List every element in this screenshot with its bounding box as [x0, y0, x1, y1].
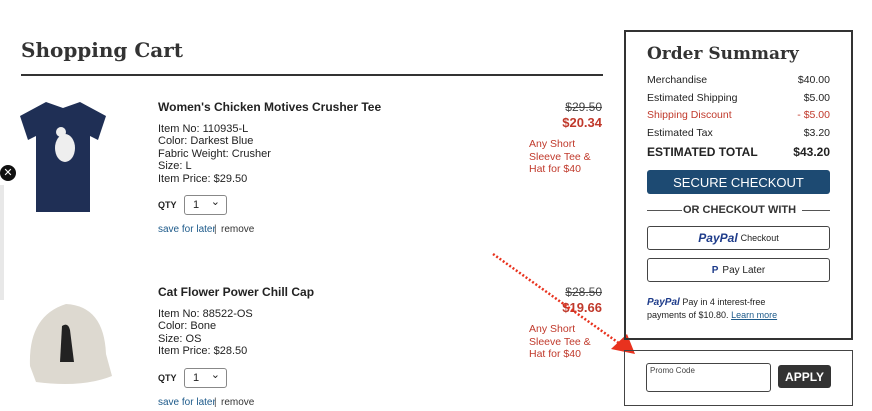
- paypal-logo: PayPal: [698, 231, 738, 245]
- paypal-button[interactable]: PayPal Checkout: [647, 226, 830, 250]
- page-title: Shopping Cart: [21, 38, 184, 62]
- sale-price: $20.34: [562, 115, 602, 130]
- promo-text: Hat for $40: [529, 348, 581, 360]
- promo-text: Any Short: [529, 138, 576, 150]
- save-for-later-link[interactable]: save for later: [158, 224, 216, 235]
- tee-image: [20, 102, 106, 212]
- title-rule: [21, 74, 603, 76]
- item-detail: Item No: 88522-OS: [158, 308, 253, 320]
- secure-checkout-button[interactable]: SECURE CHECKOUT: [647, 170, 830, 194]
- paypal-logo: PayPal: [647, 297, 680, 308]
- original-price: $29.50: [565, 100, 602, 114]
- close-button[interactable]: ✕: [0, 165, 16, 181]
- item-name: Cat Flower Power Chill Cap: [158, 285, 315, 299]
- pay-later-text: Pay Later: [722, 264, 766, 276]
- annotation-arrow: [492, 252, 635, 354]
- item-name: Women's Chicken Motives Crusher Tee: [158, 100, 382, 114]
- promo-text: Sleeve Tee &: [529, 150, 591, 163]
- qty-select[interactable]: 1 ⌄: [184, 195, 227, 215]
- qty-value: 1: [193, 371, 200, 384]
- promo-text: Sleeve Tee &: [529, 335, 591, 348]
- item-detail: Item Price: $29.50: [158, 172, 248, 185]
- divider-line: [647, 210, 682, 211]
- order-summary: [624, 30, 853, 340]
- total-value: $43.20: [793, 145, 830, 159]
- qty-select[interactable]: 1 ⌄: [184, 367, 227, 388]
- summary-value: - $5.00: [797, 109, 830, 122]
- qty-label: QTY: [158, 200, 177, 210]
- item-detail: Color: Bone: [158, 320, 217, 333]
- save-for-later-link[interactable]: save for later: [158, 396, 216, 408]
- summary-value: $3.20: [803, 127, 830, 140]
- original-price: $28.50: [565, 285, 602, 299]
- summary-label: Shipping Discount: [647, 109, 732, 122]
- item-detail: Size: L: [158, 160, 192, 173]
- link-separator: |: [214, 224, 217, 235]
- remove-link[interactable]: remove: [221, 396, 255, 408]
- item-detail: Fabric Weight: Crusher: [158, 147, 271, 160]
- qty-label: QTY: [158, 372, 177, 383]
- select-caret: ⌄: [210, 196, 220, 208]
- summary-label: Estimated Shipping: [647, 91, 738, 104]
- summary-value: $5.00: [803, 91, 830, 104]
- remove-link[interactable]: remove: [221, 224, 255, 235]
- divider-line: [802, 210, 830, 211]
- qty-value: 1: [193, 199, 200, 211]
- learn-more-link[interactable]: Learn more: [731, 310, 778, 320]
- summary-label: Estimated Tax: [647, 127, 713, 140]
- summary-title: Order Summary: [647, 44, 799, 64]
- item-detail: Item No: 110935-L: [158, 123, 249, 135]
- item-detail: Item Price: $28.50: [158, 345, 248, 358]
- paypal-message: PayPal Pay in 4 interest-free payments o…: [647, 296, 797, 321]
- link-separator: |: [214, 396, 217, 408]
- paypal-button-text: Checkout: [740, 233, 779, 243]
- total-label: ESTIMATED TOTAL: [647, 145, 758, 159]
- promo-box: [624, 350, 853, 406]
- promo-text: Any Short: [529, 323, 576, 335]
- promo-text: Hat for $40: [529, 163, 581, 175]
- side-panel-edge: [0, 185, 4, 300]
- item-detail: Color: Darkest Blue: [158, 135, 254, 148]
- select-caret: ⌄: [210, 368, 220, 381]
- cap-image: [29, 304, 112, 384]
- item-detail: Size: OS: [158, 332, 202, 345]
- summary-label: Merchandise: [647, 74, 708, 86]
- divider-text: OR CHECKOUT WITH: [683, 204, 797, 216]
- apply-button[interactable]: APPLY: [778, 365, 831, 388]
- pay-later-button[interactable]: P Pay Later: [647, 258, 830, 282]
- promo-placeholder: Promo Code: [650, 366, 695, 375]
- summary-value: $40.00: [797, 74, 830, 86]
- paypal-message-text: Pay in 4 interest-free payments of $10.8…: [647, 297, 766, 320]
- promo-input[interactable]: [646, 363, 771, 392]
- paypal-icon: P: [711, 264, 719, 276]
